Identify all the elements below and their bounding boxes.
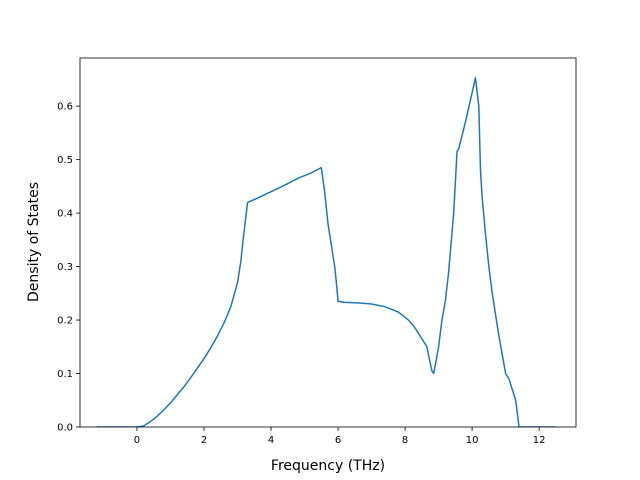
- x-tick-label: 12: [533, 435, 546, 446]
- y-tick-label: 0.3: [57, 262, 73, 273]
- y-tick-label: 0.6: [57, 102, 73, 113]
- y-tick-label: 0.1: [57, 369, 73, 380]
- x-axis-label: Frequency (THz): [271, 458, 385, 474]
- y-tick-label: 0.0: [57, 423, 73, 434]
- x-axis-ticks: 0 2 4 6 8 10 12: [134, 427, 546, 446]
- dos-series-line-0: [96, 77, 556, 427]
- y-tick-label: 0.5: [57, 155, 73, 166]
- y-axis-label: Density of States: [26, 182, 42, 302]
- x-tick-label: 0: [134, 435, 140, 446]
- x-tick-label: 8: [402, 435, 408, 446]
- y-tick-label: 0.4: [57, 209, 73, 220]
- x-tick-label: 10: [466, 435, 479, 446]
- plot-area: [79, 57, 577, 428]
- x-tick-label: 2: [201, 435, 207, 446]
- y-tick-label: 0.2: [57, 316, 73, 327]
- x-tick-label: 6: [335, 435, 341, 446]
- axes-frame: [79, 57, 577, 428]
- y-axis-ticks: 0.0 0.1 0.2 0.3 0.4 0.5 0.6: [57, 102, 80, 434]
- x-tick-label: 4: [268, 435, 274, 446]
